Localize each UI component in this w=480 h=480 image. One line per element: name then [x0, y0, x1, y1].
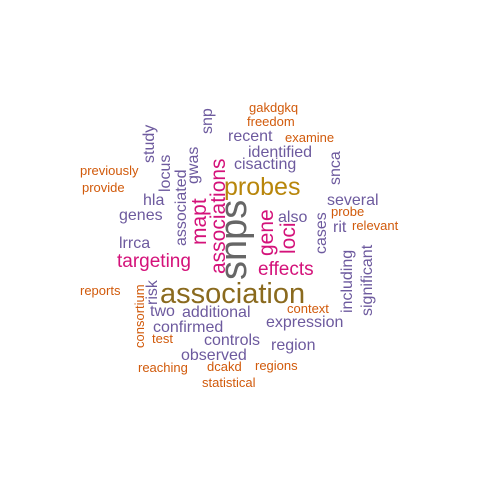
word-study: study — [141, 125, 158, 163]
word-relevant: relevant — [352, 218, 399, 233]
word-gwas: gwas — [185, 147, 202, 184]
word-reaching: reaching — [138, 360, 188, 375]
word-regions: regions — [255, 358, 298, 373]
word-provide: provide — [82, 180, 125, 195]
word-associations: associations — [207, 158, 230, 274]
word-effects: effects — [258, 259, 314, 280]
word-identified: identified — [248, 144, 312, 161]
word-region: region — [271, 337, 315, 354]
word-additional: additional — [182, 304, 251, 321]
word-genes: genes — [119, 207, 163, 224]
word-hla: hla — [143, 192, 164, 209]
word-test: test — [152, 331, 173, 346]
word-cisacting: cisacting — [234, 156, 296, 173]
word-targeting: targeting — [117, 251, 191, 272]
word-associated: associated — [173, 170, 190, 247]
word-recent: recent — [228, 128, 273, 145]
word-significant: significant — [359, 244, 376, 316]
word-probes: probes — [224, 173, 300, 201]
word-freedom: freedom — [247, 114, 295, 129]
word-association: association — [160, 278, 305, 310]
word-previously: previously — [80, 163, 139, 178]
word-probe: probe — [331, 204, 364, 219]
word-dcakd: dcakd — [207, 359, 242, 374]
word-snp: snp — [199, 108, 216, 134]
word-cases: cases — [313, 212, 330, 254]
word-confirmed: confirmed — [153, 319, 223, 336]
word-reports: reports — [80, 283, 121, 298]
word-mapt: mapt — [188, 198, 211, 245]
word-several: several — [327, 192, 379, 209]
word-including: including — [339, 250, 356, 313]
word-controls: controls — [204, 332, 260, 349]
word-rit: rit — [333, 219, 347, 236]
word-locus: locus — [157, 155, 174, 192]
word-statistical: statistical — [202, 375, 256, 390]
word-gakdgkq: gakdgkq — [249, 100, 298, 115]
word-consortium: consortium — [132, 284, 147, 348]
word-gene: gene — [255, 209, 278, 256]
word-two: two — [150, 303, 175, 320]
word-also: also — [278, 209, 307, 226]
word-loci: loci — [277, 222, 300, 254]
word-observed: observed — [181, 347, 247, 364]
word-expression: expression — [266, 314, 343, 331]
word-snps: snps — [213, 200, 255, 280]
word-risk: risk — [144, 279, 161, 305]
word-snca: snca — [327, 151, 344, 185]
word-lrrca: lrrca — [119, 235, 150, 252]
word-context: context — [287, 301, 329, 316]
word-examine: examine — [285, 130, 334, 145]
